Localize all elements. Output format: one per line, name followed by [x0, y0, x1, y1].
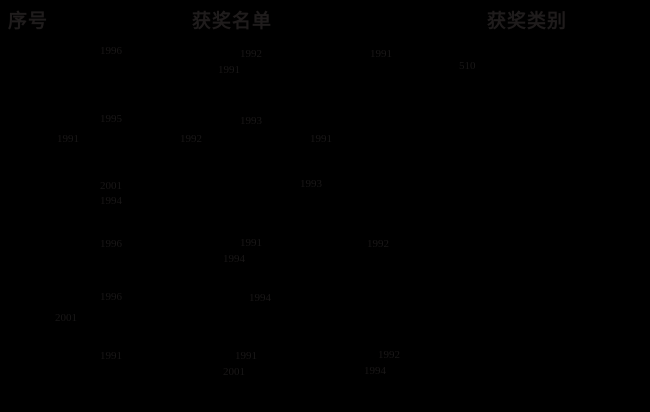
year-label: 2001: [223, 366, 245, 378]
year-label: 1991: [310, 133, 332, 145]
year-label: 1994: [364, 365, 386, 377]
year-label: 1996: [100, 45, 122, 57]
year-label: 1992: [378, 349, 400, 361]
column-header-award-category: 获奖类别: [487, 11, 568, 32]
year-label: 1992: [240, 48, 262, 60]
year-label: 1991: [100, 350, 122, 362]
year-label: 1991: [235, 350, 257, 362]
column-header-serial-number: 序号: [8, 11, 49, 32]
year-label: 1996: [100, 291, 122, 303]
year-label: 1996: [100, 238, 122, 250]
year-label: 1995: [100, 113, 122, 125]
year-label: 1993: [240, 115, 262, 127]
year-label: 510: [459, 60, 476, 72]
year-label: 2001: [55, 312, 77, 324]
column-header-award-list: 获奖名单: [192, 11, 273, 32]
year-label: 2001: [100, 180, 122, 192]
year-label: 1991: [240, 237, 262, 249]
year-label: 1991: [57, 133, 79, 145]
year-label: 1991: [370, 48, 392, 60]
year-label: 1991: [218, 64, 240, 76]
year-label: 1994: [249, 292, 271, 304]
year-label: 1992: [180, 133, 202, 145]
year-label: 1994: [100, 195, 122, 207]
year-label: 1993: [300, 178, 322, 190]
year-label: 1992: [367, 238, 389, 250]
year-label: 1994: [223, 253, 245, 265]
